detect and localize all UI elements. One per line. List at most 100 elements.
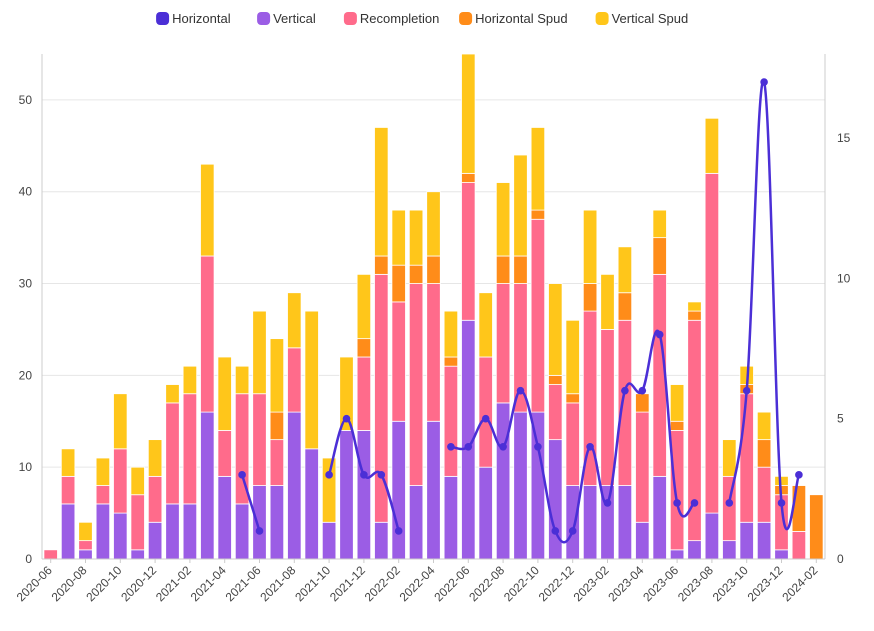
bar-vertical-2023-12	[774, 549, 789, 560]
point-horizontal-2023-10	[742, 386, 751, 395]
point-horizontal-2021-05	[238, 471, 246, 479]
bar-recompletion-2022-06	[461, 182, 476, 321]
bar-recompletion-2020-06	[43, 549, 58, 560]
y2-tick-label: 5	[837, 412, 844, 426]
bar-recompletion-2020-12	[147, 475, 163, 523]
x-tick-label: 2021-10	[292, 563, 333, 604]
legend-label-vertical: Vertical	[273, 11, 316, 26]
bar-vertical-spud-2022-04	[426, 191, 441, 257]
x-tick-label: 2021-04	[188, 563, 229, 604]
bar-vertical-spud-2020-12	[147, 439, 163, 477]
point-horizontal-2022-08	[499, 442, 507, 451]
x-tick-label: 2023-04	[605, 563, 646, 604]
bar-vertical-spud-2021-12	[356, 273, 372, 340]
bar-vertical-2023-05	[652, 475, 667, 560]
bar-recompletion-2021-03	[200, 255, 215, 413]
bar-vertical-2023-08	[704, 512, 720, 560]
bar-vertical-2023-07	[687, 540, 702, 560]
y-tick-label: 30	[19, 277, 33, 291]
bar-recompletion-2022-11	[548, 384, 563, 441]
bar-recompletion-2021-06	[252, 393, 267, 486]
y-tick-label: 50	[19, 93, 33, 107]
bar-horizontal-spud-2022-11	[548, 374, 563, 385]
bar-vertical-spud-2023-06	[669, 384, 685, 422]
bar-vertical-spud-2021-05	[234, 365, 250, 395]
bar-recompletion-2020-10	[113, 448, 128, 514]
bar-vertical-spud-2021-09	[304, 310, 319, 450]
bar-recompletion-2021-01	[165, 402, 180, 505]
legend-label-vertical-spud: Vertical Spud	[612, 11, 689, 26]
x-tick-label: 2023-10	[710, 563, 751, 604]
bar-vertical-spud-2021-11	[339, 356, 354, 431]
x-tick-label: 2023-02	[571, 563, 612, 604]
bar-vertical-spud-2023-05	[652, 209, 667, 239]
point-horizontal-2022-10	[534, 442, 542, 451]
bar-recompletion-2020-08	[78, 540, 93, 551]
bar-vertical-spud-2023-08	[704, 117, 720, 174]
bar-vertical-spud-2021-01	[165, 384, 180, 404]
bar-recompletion-2022-07	[478, 356, 493, 468]
bar-vertical-2020-09	[95, 503, 111, 560]
point-horizontal-2022-09	[516, 386, 525, 395]
bar-recompletion-2021-02	[182, 393, 198, 505]
bar-vertical-2022-02	[391, 420, 406, 560]
point-horizontal-2023-11	[760, 78, 768, 86]
bar-horizontal-spud-2022-09	[513, 255, 528, 284]
bar-horizontal-spud-2022-08	[495, 255, 511, 284]
bar-vertical-2021-12	[356, 430, 372, 560]
x-tick-label: 2020-10	[83, 563, 124, 604]
point-horizontal-2023-04	[638, 386, 647, 395]
bar-horizontal-spud-2024-02	[809, 494, 824, 560]
x-tick-label: 2022-04	[397, 563, 438, 604]
bar-vertical-2022-03	[408, 485, 424, 560]
bar-vertical-spud-2021-04	[217, 356, 232, 431]
bar-horizontal-spud-2022-10	[530, 209, 546, 220]
legend-swatch-recompletion	[343, 12, 357, 25]
point-horizontal-2021-06	[255, 527, 264, 535]
x-tick-label: 2021-06	[223, 563, 264, 604]
bar-vertical-spud-2022-01	[374, 127, 389, 257]
bar-vertical-spud-2023-03	[617, 246, 633, 294]
x-tick-label: 2024-02	[779, 563, 820, 604]
bar-vertical-spud-2023-02	[600, 273, 615, 330]
bar-vertical-2022-07	[478, 466, 493, 560]
bar-recompletion-2023-06	[669, 430, 685, 551]
bar-recompletion-2022-04	[426, 283, 441, 422]
point-horizontal-2023-06	[673, 499, 681, 507]
bar-horizontal-spud-2022-01	[374, 255, 389, 275]
bar-vertical-2022-05	[443, 475, 459, 560]
bar-horizontal-spud-2023-06	[669, 420, 685, 431]
bar-recompletion-2023-11	[756, 466, 772, 523]
point-horizontal-2023-12	[777, 499, 786, 507]
x-tick-label: 2022-12	[536, 563, 577, 604]
bar-vertical-2021-11	[339, 430, 354, 560]
bar-vertical-2022-09	[513, 411, 528, 560]
bar-horizontal-spud-2023-03	[617, 292, 633, 321]
bar-recompletion-2022-05	[443, 365, 459, 477]
point-horizontal-2022-01	[377, 471, 386, 479]
bar-vertical-2021-08	[287, 411, 302, 560]
bar-vertical-spud-2020-10	[113, 393, 128, 450]
bar-vertical-2021-09	[304, 448, 319, 560]
bar-vertical-spud-2022-03	[408, 209, 424, 266]
legend-label-horizontal-spud: Horizontal Spud	[475, 11, 567, 26]
x-tick-label: 2020-08	[49, 563, 90, 604]
y-tick-label: 20	[19, 368, 33, 382]
bar-recompletion-2020-07	[60, 475, 76, 505]
bar-vertical-2023-09	[722, 540, 737, 560]
bar-vertical-spud-2022-06	[461, 53, 476, 174]
horizontal-line-series	[238, 78, 803, 544]
bars	[43, 53, 824, 560]
x-tick-label: 2020-12	[118, 563, 159, 604]
bar-vertical-2020-08	[78, 549, 93, 560]
legend: Horizontal Vertical Recompletion Horizontal…	[156, 11, 688, 26]
bar-horizontal-spud-2022-02	[391, 264, 406, 303]
bar-vertical-2021-05	[234, 503, 250, 560]
x-tick-label: 2022-06	[431, 563, 472, 604]
bar-vertical-2020-12	[147, 521, 163, 560]
bar-vertical-spud-2021-06	[252, 310, 267, 395]
point-horizontal-2022-06	[464, 442, 473, 451]
legend-swatch-vertical-spud	[595, 12, 609, 25]
bar-vertical-spud-2022-02	[391, 209, 406, 266]
bar-vertical-spud-2022-11	[548, 283, 563, 376]
